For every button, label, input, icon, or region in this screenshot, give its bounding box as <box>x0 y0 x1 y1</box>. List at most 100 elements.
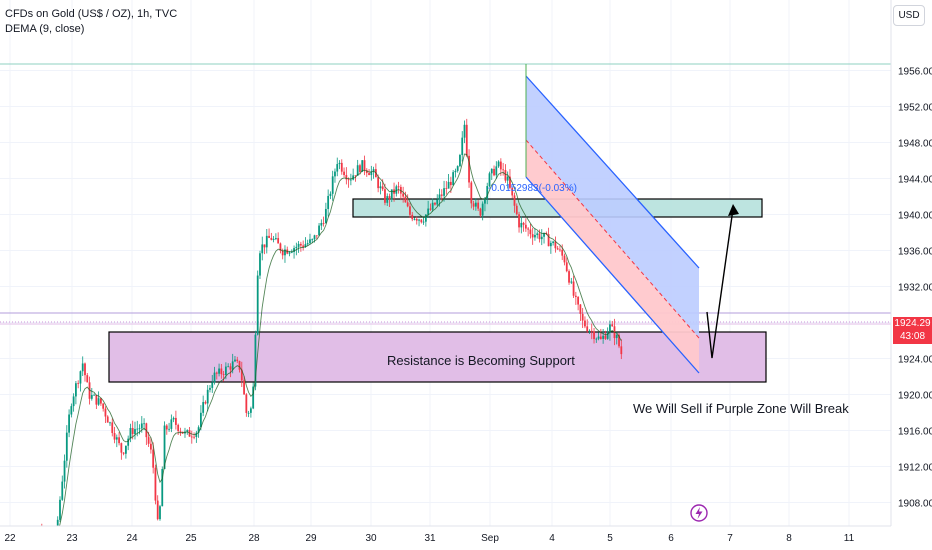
candle-body <box>424 214 427 222</box>
sell-annotation[interactable]: We Will Sell if Purple Zone Will Break <box>633 401 849 416</box>
candle-body <box>349 179 352 181</box>
candle-body <box>447 181 450 189</box>
candle-body <box>356 165 359 176</box>
candle-body <box>434 202 436 205</box>
candle-body <box>529 229 532 235</box>
channel-lower-fill <box>526 140 699 373</box>
candle-body <box>574 295 577 297</box>
candle-body <box>77 383 80 385</box>
candle-body <box>218 368 220 374</box>
candle-body <box>415 218 418 221</box>
candle-body <box>104 408 107 417</box>
currency-button[interactable]: USD <box>893 5 925 26</box>
candle-body <box>247 412 250 414</box>
candle-body <box>197 427 200 433</box>
last-price-value: 1924.29 <box>894 318 931 329</box>
symbol-title[interactable]: CFDs on Gold (US$ / OZ), 1h, TVC <box>5 8 178 20</box>
regression-channel[interactable] <box>525 64 700 374</box>
candle-body <box>572 281 575 296</box>
candle-body <box>231 361 234 370</box>
candle-body <box>604 335 607 339</box>
price-axis-bg <box>891 0 932 550</box>
candle-body <box>299 243 302 246</box>
candle-body <box>493 168 495 176</box>
candle-body <box>111 422 114 434</box>
candle-body <box>106 416 109 423</box>
forecast-arrow <box>706 208 734 359</box>
time-tick-label: 23 <box>66 533 78 544</box>
candle-body <box>249 408 252 413</box>
candle-body <box>361 160 364 172</box>
candle-body <box>413 218 416 220</box>
candle-body <box>554 241 557 249</box>
candles <box>34 118 623 546</box>
time-tick-label: 28 <box>248 533 260 544</box>
candle-body <box>329 193 332 196</box>
candle-body <box>479 208 482 216</box>
candle-body <box>163 425 166 470</box>
candle-body <box>345 175 348 180</box>
last-price-tag: 1924.29 43:08 <box>893 317 932 344</box>
candle-body <box>340 162 343 172</box>
candle-body <box>602 335 605 339</box>
candle-body <box>124 445 127 454</box>
candle-body <box>543 232 545 237</box>
chart-grid <box>0 0 891 539</box>
candle-body <box>90 395 93 399</box>
candle-body <box>224 366 227 375</box>
candle-body <box>563 255 566 263</box>
candle-body <box>331 176 334 194</box>
candle-body <box>384 189 386 203</box>
candle-body <box>427 208 430 215</box>
candle-body <box>193 436 195 438</box>
price-tick-label: 1932.00 <box>898 283 932 294</box>
candle-body <box>497 161 500 167</box>
candle-body <box>468 155 470 183</box>
time-axis[interactable]: 22 23 24 25 28 29 30 31 Sep 4 5 6 7 8 11 <box>0 525 932 550</box>
candle-body <box>388 196 391 200</box>
candle-body <box>611 324 614 327</box>
candle-body <box>172 417 175 420</box>
price-tick-label: 1948.00 <box>898 139 932 150</box>
candle-body <box>406 202 409 207</box>
candle-body <box>522 222 525 225</box>
candle-body <box>502 169 505 171</box>
time-tick-label: Sep <box>481 533 499 544</box>
price-axis[interactable]: 1904.001908.001912.001916.001920.001924.… <box>890 0 932 550</box>
forecast-arrow-head <box>728 204 739 216</box>
candle-body <box>84 363 86 376</box>
price-tick-label: 1952.00 <box>898 103 932 114</box>
time-tick-label: 5 <box>607 533 613 544</box>
zone-annotation[interactable]: Resistance is Becoming Support <box>387 353 575 368</box>
candle-body <box>334 171 336 177</box>
candle-body <box>311 239 314 241</box>
candle-body <box>61 481 64 500</box>
candle-body <box>170 419 173 429</box>
candle-body <box>556 248 559 250</box>
candle-body <box>152 449 155 468</box>
candle-body <box>222 374 225 375</box>
candle-body <box>327 195 330 209</box>
candle-body <box>72 396 75 407</box>
candle-body <box>174 417 177 425</box>
candle-body <box>336 164 339 172</box>
candle-body <box>484 198 486 204</box>
candle-body <box>238 361 241 370</box>
lightning-icon[interactable] <box>690 504 708 522</box>
candle-body <box>143 423 145 425</box>
candle-body <box>504 170 507 181</box>
candle-body <box>481 203 484 216</box>
candle-body <box>195 432 198 437</box>
candle-body <box>165 425 168 430</box>
candle-body <box>306 243 309 245</box>
time-tick-label: 24 <box>126 533 138 544</box>
candle-body <box>149 443 152 450</box>
candle-body <box>472 203 475 207</box>
indicator-label[interactable]: DEMA (9, close) <box>5 23 85 35</box>
candle-body <box>140 423 143 429</box>
candle-body <box>449 181 452 186</box>
candle-body <box>538 233 541 240</box>
candle-body <box>531 234 534 238</box>
candle-body <box>211 382 214 388</box>
